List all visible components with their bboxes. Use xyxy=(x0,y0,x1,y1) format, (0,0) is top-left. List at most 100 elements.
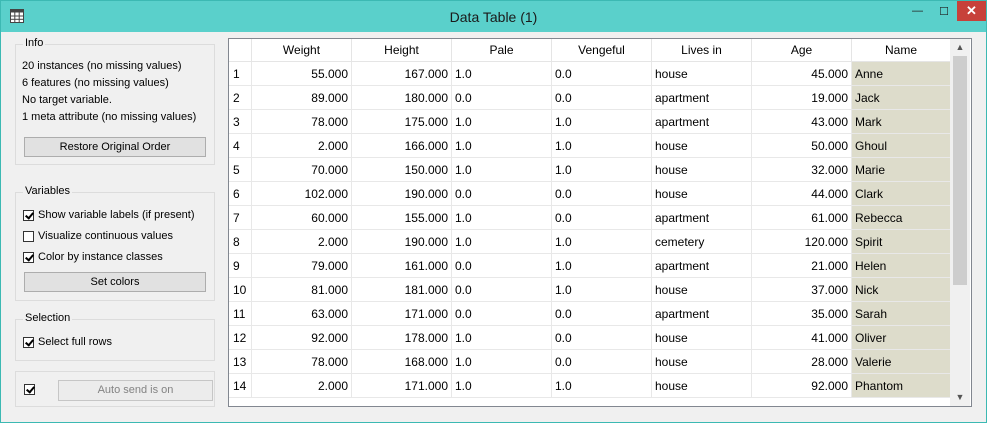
weight-cell[interactable]: 2.000 xyxy=(252,230,352,254)
pale-cell[interactable]: 0.0 xyxy=(452,254,552,278)
age-cell[interactable]: 44.000 xyxy=(752,182,852,206)
show-variable-labels-option[interactable]: Show variable labels (if present) xyxy=(23,209,195,221)
weight-cell[interactable]: 78.000 xyxy=(252,110,352,134)
row-number[interactable]: 14 xyxy=(229,374,252,398)
vengeful-cell[interactable]: 1.0 xyxy=(552,134,652,158)
name-cell[interactable]: Valerie xyxy=(852,350,950,374)
vengeful-cell[interactable]: 1.0 xyxy=(552,254,652,278)
vengeful-cell[interactable]: 1.0 xyxy=(552,158,652,182)
show-variable-labels-checkbox[interactable] xyxy=(23,209,34,221)
weight-cell[interactable]: 102.000 xyxy=(252,182,352,206)
scroll-up-arrow-icon[interactable]: ▲ xyxy=(955,42,965,52)
lives-in-cell[interactable]: apartment xyxy=(652,206,752,230)
vengeful-cell[interactable]: 0.0 xyxy=(552,206,652,230)
lives-in-cell[interactable]: house xyxy=(652,62,752,86)
name-cell[interactable]: Anne xyxy=(852,62,950,86)
height-cell[interactable]: 171.000 xyxy=(352,302,452,326)
maximize-button[interactable]: ☐ xyxy=(939,5,949,18)
vengeful-cell[interactable]: 1.0 xyxy=(552,374,652,398)
restore-original-order-button[interactable]: Restore Original Order xyxy=(24,137,206,157)
age-cell[interactable]: 61.000 xyxy=(752,206,852,230)
height-cell[interactable]: 166.000 xyxy=(352,134,452,158)
row-number[interactable]: 10 xyxy=(229,278,252,302)
height-cell[interactable]: 180.000 xyxy=(352,86,452,110)
age-cell[interactable]: 19.000 xyxy=(752,86,852,110)
row-number[interactable]: 12 xyxy=(229,326,252,350)
weight-cell[interactable]: 78.000 xyxy=(252,350,352,374)
row-number[interactable]: 3 xyxy=(229,110,252,134)
weight-cell[interactable]: 70.000 xyxy=(252,158,352,182)
lives-in-cell[interactable]: apartment xyxy=(652,110,752,134)
vengeful-cell[interactable]: 0.0 xyxy=(552,182,652,206)
vengeful-cell[interactable]: 0.0 xyxy=(552,326,652,350)
lives-in-cell[interactable]: house xyxy=(652,350,752,374)
weight-cell[interactable]: 55.000 xyxy=(252,62,352,86)
row-number[interactable]: 11 xyxy=(229,302,252,326)
lives-in-cell[interactable]: apartment xyxy=(652,86,752,110)
lives-in-cell[interactable]: house xyxy=(652,326,752,350)
color-by-class-checkbox[interactable] xyxy=(23,251,34,263)
weight-cell[interactable]: 92.000 xyxy=(252,326,352,350)
weight-cell[interactable]: 89.000 xyxy=(252,86,352,110)
height-cell[interactable]: 167.000 xyxy=(352,62,452,86)
height-cell[interactable]: 155.000 xyxy=(352,206,452,230)
pale-cell[interactable]: 1.0 xyxy=(452,206,552,230)
lives-in-cell[interactable]: apartment xyxy=(652,302,752,326)
auto-send-button[interactable]: Auto send is on xyxy=(58,380,213,401)
row-number[interactable]: 5 xyxy=(229,158,252,182)
lives-in-cell[interactable]: house xyxy=(652,134,752,158)
height-cell[interactable]: 175.000 xyxy=(352,110,452,134)
column-header-lives-in[interactable]: Lives in xyxy=(652,39,752,62)
name-cell[interactable]: Helen xyxy=(852,254,950,278)
pale-cell[interactable]: 0.0 xyxy=(452,86,552,110)
height-cell[interactable]: 178.000 xyxy=(352,326,452,350)
column-header-index[interactable] xyxy=(229,39,252,62)
column-header-height[interactable]: Height xyxy=(352,39,452,62)
name-cell[interactable]: Jack xyxy=(852,86,950,110)
age-cell[interactable]: 92.000 xyxy=(752,374,852,398)
lives-in-cell[interactable]: apartment xyxy=(652,254,752,278)
name-cell[interactable]: Oliver xyxy=(852,326,950,350)
row-number[interactable]: 1 xyxy=(229,62,252,86)
pale-cell[interactable]: 0.0 xyxy=(452,278,552,302)
lives-in-cell[interactable]: house xyxy=(652,374,752,398)
age-cell[interactable]: 37.000 xyxy=(752,278,852,302)
scroll-down-arrow-icon[interactable]: ▼ xyxy=(955,392,965,402)
row-number[interactable]: 4 xyxy=(229,134,252,158)
height-cell[interactable]: 168.000 xyxy=(352,350,452,374)
age-cell[interactable]: 45.000 xyxy=(752,62,852,86)
height-cell[interactable]: 190.000 xyxy=(352,230,452,254)
vengeful-cell[interactable]: 0.0 xyxy=(552,62,652,86)
row-number[interactable]: 9 xyxy=(229,254,252,278)
weight-cell[interactable]: 81.000 xyxy=(252,278,352,302)
pale-cell[interactable]: 1.0 xyxy=(452,326,552,350)
row-number[interactable]: 13 xyxy=(229,350,252,374)
height-cell[interactable]: 171.000 xyxy=(352,374,452,398)
age-cell[interactable]: 35.000 xyxy=(752,302,852,326)
height-cell[interactable]: 181.000 xyxy=(352,278,452,302)
title-bar[interactable]: Data Table (1) — ☐ ✕ xyxy=(1,1,986,32)
pale-cell[interactable]: 1.0 xyxy=(452,350,552,374)
name-cell[interactable]: Nick xyxy=(852,278,950,302)
row-number[interactable]: 7 xyxy=(229,206,252,230)
age-cell[interactable]: 32.000 xyxy=(752,158,852,182)
select-full-rows-option[interactable]: Select full rows xyxy=(23,336,112,348)
column-header-weight[interactable]: Weight xyxy=(252,39,352,62)
age-cell[interactable]: 50.000 xyxy=(752,134,852,158)
weight-cell[interactable]: 2.000 xyxy=(252,374,352,398)
weight-cell[interactable]: 2.000 xyxy=(252,134,352,158)
name-cell[interactable]: Phantom xyxy=(852,374,950,398)
pale-cell[interactable]: 1.0 xyxy=(452,230,552,254)
visualize-continuous-option[interactable]: Visualize continuous values xyxy=(23,230,173,242)
column-header-vengeful[interactable]: Vengeful xyxy=(552,39,652,62)
height-cell[interactable]: 150.000 xyxy=(352,158,452,182)
name-cell[interactable]: Spirit xyxy=(852,230,950,254)
height-cell[interactable]: 190.000 xyxy=(352,182,452,206)
vengeful-cell[interactable]: 0.0 xyxy=(552,86,652,110)
color-by-class-option[interactable]: Color by instance classes xyxy=(23,251,163,263)
pale-cell[interactable]: 1.0 xyxy=(452,110,552,134)
name-cell[interactable]: Ghoul xyxy=(852,134,950,158)
lives-in-cell[interactable]: cemetery xyxy=(652,230,752,254)
name-cell[interactable]: Mark xyxy=(852,110,950,134)
pale-cell[interactable]: 0.0 xyxy=(452,302,552,326)
